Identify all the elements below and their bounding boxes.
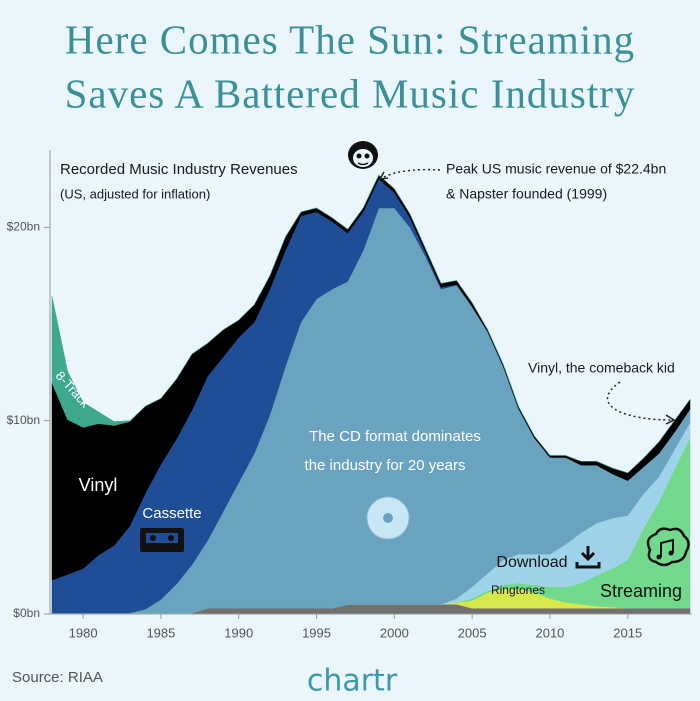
napster-icon	[348, 141, 378, 169]
series-label: Ringtones	[491, 583, 545, 597]
chart-title: Here Comes The Sun: Streaming	[65, 16, 635, 62]
x-tick-label: 1980	[69, 625, 98, 640]
y-tick-label: $20bn	[7, 220, 40, 234]
annotation: & Napster founded (1999)	[446, 186, 607, 202]
x-tick-label: 1995	[302, 625, 331, 640]
series-label: Cassette	[142, 505, 201, 522]
plot-area: $0bn $10bn $20bn 1980 1985 1990 1995 2000 2005 20…	[7, 150, 692, 640]
annotation: Vinyl, the comeback kid	[528, 360, 675, 376]
annotation: the industry for 20 years	[305, 457, 466, 474]
area	[51, 174, 691, 474]
series-label: Vinyl	[79, 475, 118, 495]
annotation-arrow	[606, 381, 673, 421]
series-label: Streaming	[600, 581, 682, 601]
series-label: Download	[496, 554, 567, 571]
arrow-head	[378, 171, 389, 180]
logo: chartr	[307, 664, 398, 699]
subtitle: Recorded Music Industry Revenues	[60, 161, 298, 178]
y-tick-label: $10bn	[7, 413, 40, 427]
x-tick-label: 2005	[458, 625, 487, 640]
annotation-arrow	[381, 168, 441, 179]
arrow-head	[665, 414, 676, 425]
source: Source: RIAA	[12, 669, 103, 686]
cassette-icon	[140, 528, 184, 552]
x-tick-label: 1990	[224, 625, 253, 640]
x-tick-label: 2010	[535, 625, 564, 640]
overlay: Recorded Music Industry Revenues (US, ad…	[12, 141, 690, 699]
x-tick-label: 1985	[146, 625, 175, 640]
annotation: Peak US music revenue of $22.4bn	[446, 161, 666, 177]
x-tick-label: 2000	[380, 625, 409, 640]
chart-title: Saves A Battered Music Industry	[65, 70, 636, 116]
note: (US, adjusted for inflation)	[60, 186, 210, 201]
y-tick-label: $0bn	[13, 606, 40, 620]
x-tick-label: 2015	[613, 625, 642, 640]
streaming-icon	[646, 527, 690, 567]
cd-icon	[366, 496, 410, 540]
annotation: The CD format dominates	[309, 428, 481, 445]
download-icon	[575, 546, 601, 569]
